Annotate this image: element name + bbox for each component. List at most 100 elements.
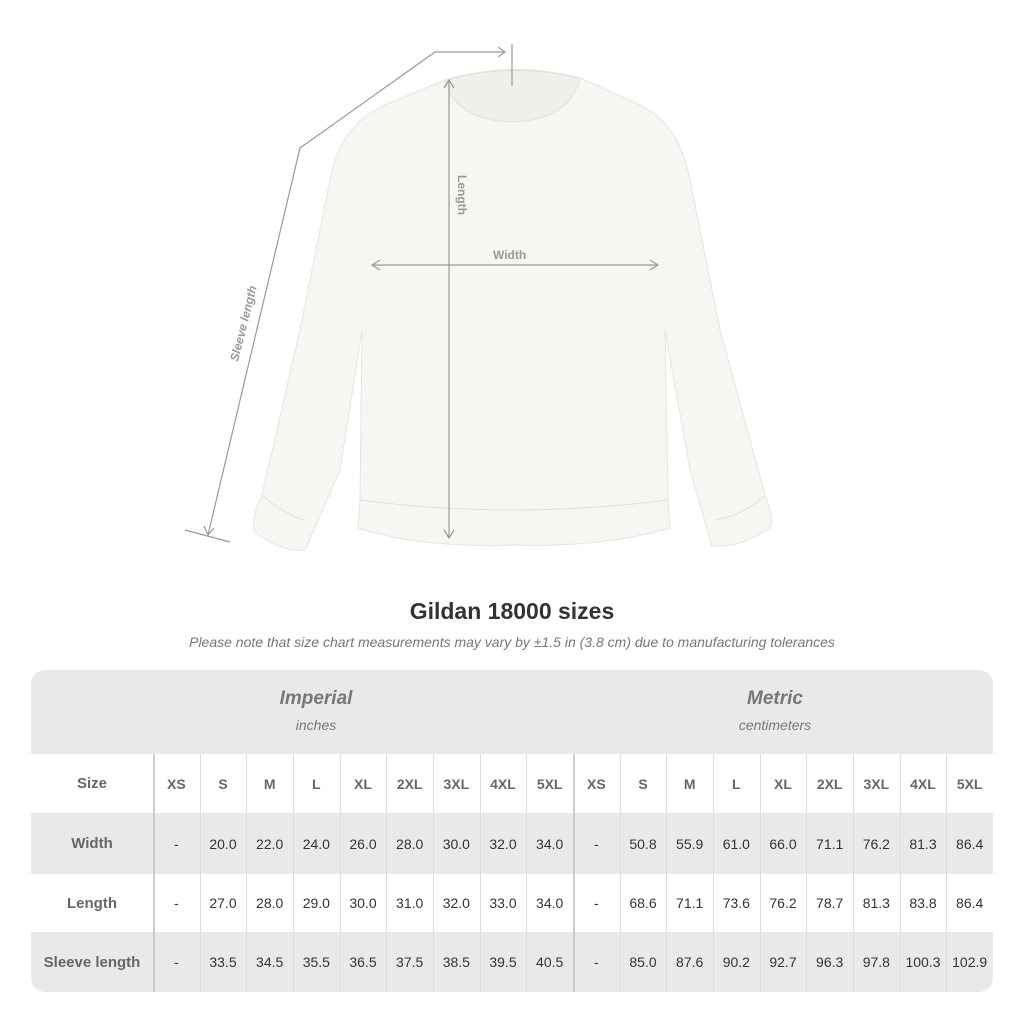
- metric-value: 50.8: [629, 835, 657, 852]
- sleeve-length-label: Sleeve length: [227, 284, 259, 362]
- metric-value: -: [593, 954, 599, 970]
- metric-value: 96.3: [816, 954, 844, 970]
- metric-value: 81.3: [862, 895, 890, 911]
- metric-value: 78.7: [816, 895, 844, 911]
- imperial-value: 33.0: [489, 895, 517, 911]
- metric-value: 76.2: [769, 895, 797, 911]
- size-header-metric: M: [683, 775, 696, 792]
- column-divider: [526, 754, 528, 992]
- column-divider: [246, 754, 248, 992]
- imperial-value: 27.0: [209, 895, 237, 911]
- row-label: Width: [71, 835, 113, 852]
- size-header-metric: L: [732, 775, 741, 792]
- metric-unit: centimeters: [738, 717, 812, 733]
- imperial-value: 35.5: [302, 954, 330, 970]
- column-divider: [573, 754, 575, 992]
- metric-value: 71.1: [676, 895, 704, 911]
- imperial-value: -: [173, 895, 179, 911]
- metric-value: 68.6: [629, 895, 657, 911]
- size-header-imperial: 4XL: [490, 775, 516, 792]
- size-header-imperial: S: [218, 775, 228, 792]
- imperial-value: 34.5: [256, 954, 284, 970]
- column-divider: [946, 754, 948, 992]
- imperial-value: -: [173, 835, 179, 852]
- size-header-metric: 4XL: [910, 775, 936, 792]
- metric-value: 102.9: [952, 954, 988, 970]
- size-header-imperial: M: [263, 775, 276, 792]
- size-header-metric: 3XL: [863, 775, 890, 792]
- imperial-value: 33.5: [209, 954, 237, 970]
- metric-value: -: [593, 835, 599, 852]
- metric-value: 100.3: [905, 954, 941, 970]
- size-header-imperial: 2XL: [396, 775, 423, 792]
- metric-header: Metric centimeters: [573, 688, 977, 733]
- tolerance-note: Please note that size chart measurements…: [189, 634, 835, 650]
- column-divider: [199, 754, 201, 992]
- size-header-imperial: 3XL: [443, 775, 470, 792]
- column-divider: [713, 754, 714, 992]
- length-label: Length: [455, 175, 469, 215]
- metric-value: 90.2: [722, 954, 750, 970]
- column-divider: [806, 754, 808, 992]
- sweatshirt-image: [253, 69, 773, 551]
- metric-value: 87.6: [676, 954, 704, 970]
- imperial-value: 39.5: [489, 954, 517, 970]
- column-divider: [619, 754, 621, 992]
- metric-value: 86.4: [956, 895, 984, 911]
- metric-value: -: [593, 895, 599, 911]
- imperial-value: 32.0: [442, 895, 470, 911]
- metric-value: 97.8: [862, 954, 890, 970]
- sweatshirt-diagram: Length Width Sleeve length: [184, 44, 773, 551]
- size-header-metric: XL: [774, 775, 792, 792]
- column-divider: [386, 754, 388, 992]
- imperial-value: 38.5: [442, 954, 470, 970]
- metric-value: 71.1: [816, 835, 844, 852]
- size-header-imperial: L: [312, 775, 321, 792]
- metric-title: Metric: [747, 688, 803, 709]
- imperial-value: 32.0: [489, 835, 517, 852]
- size-header-metric: S: [638, 775, 648, 792]
- size-header-metric: 2XL: [816, 775, 843, 792]
- page-title: Gildan 18000 sizes: [409, 598, 615, 624]
- imperial-header: Imperial inches: [153, 688, 479, 733]
- size-header-metric: 5XL: [956, 775, 983, 792]
- imperial-value: 28.0: [396, 835, 424, 852]
- column-divider: [433, 754, 434, 992]
- column-divider: [853, 754, 854, 992]
- row-band: [31, 932, 993, 992]
- row-label: Length: [67, 894, 117, 912]
- imperial-value: 29.0: [302, 895, 330, 911]
- imperial-value: 34.0: [536, 895, 564, 911]
- metric-value: 76.2: [862, 835, 890, 852]
- imperial-value: 40.5: [536, 954, 564, 970]
- size-table: Imperial inches Metric centimeters Size X…: [31, 670, 993, 992]
- metric-value: 55.9: [676, 835, 704, 852]
- imperial-value: 36.5: [349, 954, 377, 970]
- imperial-unit: inches: [295, 717, 337, 733]
- metric-value: 61.0: [722, 835, 750, 852]
- column-divider: [666, 754, 668, 992]
- imperial-value: 31.0: [396, 895, 424, 911]
- imperial-value: -: [173, 954, 179, 970]
- imperial-value: 30.0: [349, 895, 377, 911]
- imperial-value: 24.0: [302, 835, 330, 852]
- metric-value: 92.7: [769, 954, 797, 970]
- imperial-value: 30.0: [442, 835, 470, 852]
- metric-value: 73.6: [722, 895, 750, 911]
- metric-value: 81.3: [909, 835, 937, 852]
- row-label: Sleeve length: [43, 953, 141, 971]
- column-divider: [293, 754, 294, 992]
- imperial-value: 34.0: [536, 835, 564, 852]
- size-header-imperial: XS: [166, 775, 186, 792]
- header-band: [31, 670, 993, 754]
- width-label: Width: [493, 248, 526, 262]
- size-header-metric: XS: [586, 775, 606, 792]
- imperial-value: 28.0: [256, 895, 284, 911]
- size-header-imperial: 5XL: [536, 775, 563, 792]
- row-band: [31, 813, 993, 874]
- imperial-value: 26.0: [349, 835, 377, 852]
- column-divider: [153, 754, 155, 992]
- column-divider: [899, 754, 901, 992]
- size-header-imperial: XL: [354, 775, 372, 792]
- imperial-title: Imperial: [279, 688, 353, 709]
